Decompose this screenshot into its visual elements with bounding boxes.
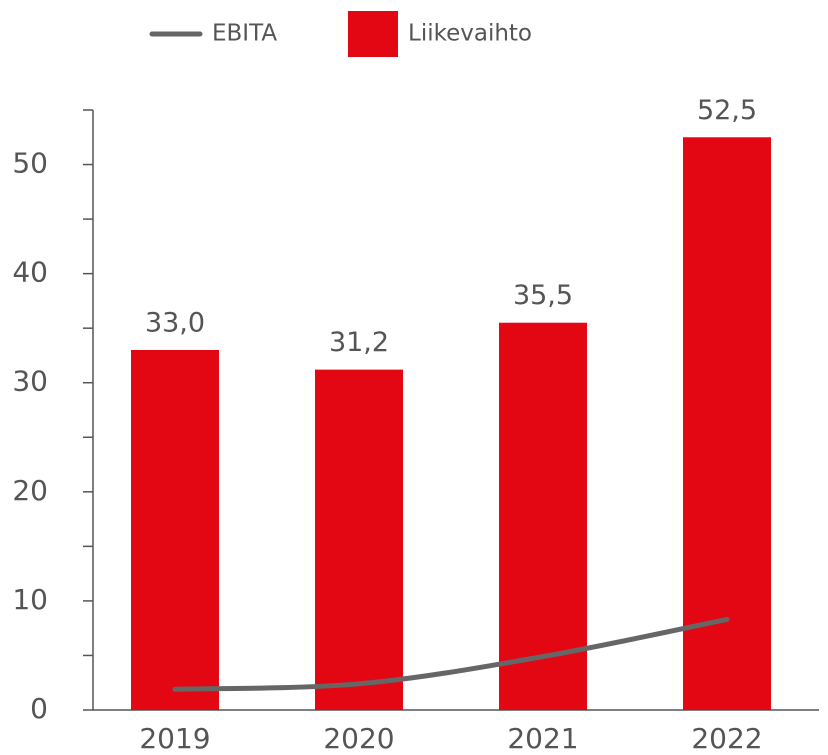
y-tick-label: 40 (12, 256, 48, 289)
line (172, 616, 730, 692)
y-tick-label: 20 (12, 474, 48, 507)
x-tick-label: 2020 (323, 722, 394, 755)
bar (131, 350, 219, 710)
x-tick-label: 2019 (139, 722, 210, 755)
y-tick-label: 30 (12, 365, 48, 398)
legend-label: EBITA (212, 21, 277, 47)
y-tick-label: 50 (12, 147, 48, 180)
legend-swatch (348, 11, 398, 57)
legend-label: Liikevaihto (408, 21, 532, 47)
x-tick-label: 2022 (691, 722, 762, 755)
bar (683, 137, 771, 711)
value-label: 33,0 (145, 308, 205, 339)
value-label: 35,5 (513, 280, 573, 311)
bar (499, 322, 587, 710)
y-tick-label: 0 (30, 692, 48, 725)
x-tick-label: 2021 (507, 722, 578, 755)
value-label: 31,2 (329, 327, 389, 358)
bar (315, 369, 403, 710)
y-tick-label: 10 (12, 583, 48, 616)
value-label: 52,5 (697, 95, 757, 126)
